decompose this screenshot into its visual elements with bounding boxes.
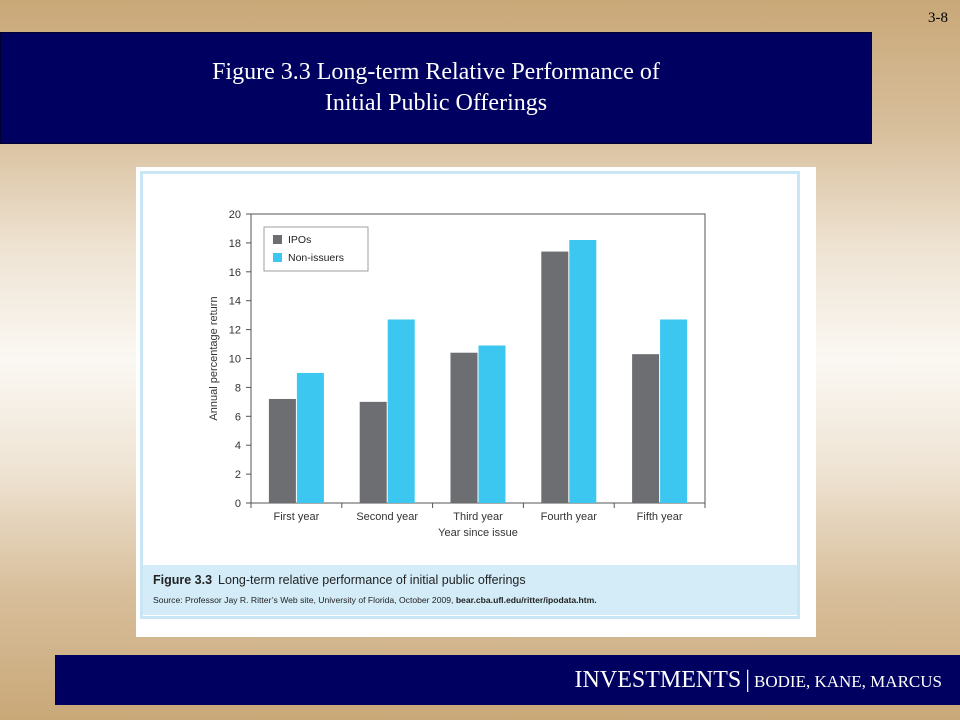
y-tick-label: 14: [229, 296, 241, 308]
bar-non-issuers-3: [478, 345, 506, 503]
figure-panel: 0 2 4 6 8 10 12 14 16 18 20 Annual percentage retur…: [136, 167, 816, 637]
x-tick-label: First year: [273, 511, 319, 523]
footer-brand: INVESTMENTS: [574, 666, 742, 693]
y-tick-label: 16: [229, 267, 241, 279]
figure-caption: Figure 3.3 Long-term relative performance…: [143, 565, 797, 615]
caption-label: Figure 3.3: [153, 573, 213, 587]
y-tick-label: 8: [235, 382, 241, 394]
slide-title-line2: Initial Public Offerings: [324, 90, 548, 116]
y-tick-label: 2: [235, 469, 241, 481]
y-tick-label: 12: [229, 325, 241, 337]
bar-ipos-3: [450, 352, 478, 503]
bar-non-issuers-2: [387, 319, 415, 503]
footer-banner: INVESTMENTS | BODIE, KANE, MARCUS: [55, 655, 960, 705]
caption-title: Figure 3.3 Long-term relative performance…: [153, 573, 526, 587]
bar-ipos-1: [268, 398, 296, 503]
slide-title-line1: Figure 3.3 Long-term Relative Performanc…: [212, 59, 660, 85]
bar-non-issuers-4: [569, 240, 597, 503]
bar-non-issuers-1: [296, 372, 324, 503]
caption-source-url: bear.cba.ufl.edu/ritter/ipodata.htm.: [455, 595, 597, 605]
slide-number: 3-8: [928, 10, 948, 26]
figure-frame: 0 2 4 6 8 10 12 14 16 18 20 Annual percentage retur…: [140, 171, 800, 619]
bar-ipos-5: [632, 354, 660, 503]
bar-ipos-4: [541, 251, 569, 503]
x-tick-label: Fourth year: [541, 511, 598, 523]
caption-source: Source: Professor Jay R. Ritter’s Web si…: [153, 595, 597, 605]
y-tick-label: 4: [235, 440, 241, 452]
footer-separator: |: [745, 666, 751, 693]
legend-label-ipos: IPOs: [288, 234, 311, 246]
y-axis-label: Annual percentage return: [208, 296, 220, 420]
slide-title: Figure 3.3 Long-term Relative Performanc…: [212, 57, 660, 119]
caption-source-text: Source: Professor Jay R. Ritter’s Web si…: [153, 595, 454, 605]
caption-text: Long-term relative performance of initia…: [218, 573, 526, 587]
legend-swatch-ipos: [273, 235, 282, 244]
y-tick-label: 18: [229, 238, 241, 250]
y-tick-label: 6: [235, 411, 241, 423]
bar-non-issuers-5: [660, 319, 688, 503]
y-tick-label: 20: [229, 209, 241, 221]
footer-authors: BODIE, KANE, MARCUS: [754, 671, 942, 691]
legend-label-non-issuers: Non-issuers: [288, 252, 344, 264]
x-tick-label: Fifth year: [637, 511, 683, 523]
y-tick-label: 0: [235, 498, 241, 510]
legend-box: [263, 226, 369, 272]
title-banner: Figure 3.3 Long-term Relative Performanc…: [0, 32, 872, 144]
bar-chart: 0 2 4 6 8 10 12 14 16 18 20 Annual percentage retur…: [208, 209, 706, 539]
legend-swatch-non-issuers: [273, 253, 282, 262]
y-tick-label: 10: [229, 354, 241, 366]
x-axis-label: Year since issue: [438, 527, 518, 539]
bar-ipos-2: [359, 401, 387, 503]
x-tick-label: Third year: [453, 511, 503, 523]
x-tick-label: Second year: [356, 511, 418, 523]
footer-text: INVESTMENTS | BODIE, KANE, MARCUS: [575, 667, 942, 694]
